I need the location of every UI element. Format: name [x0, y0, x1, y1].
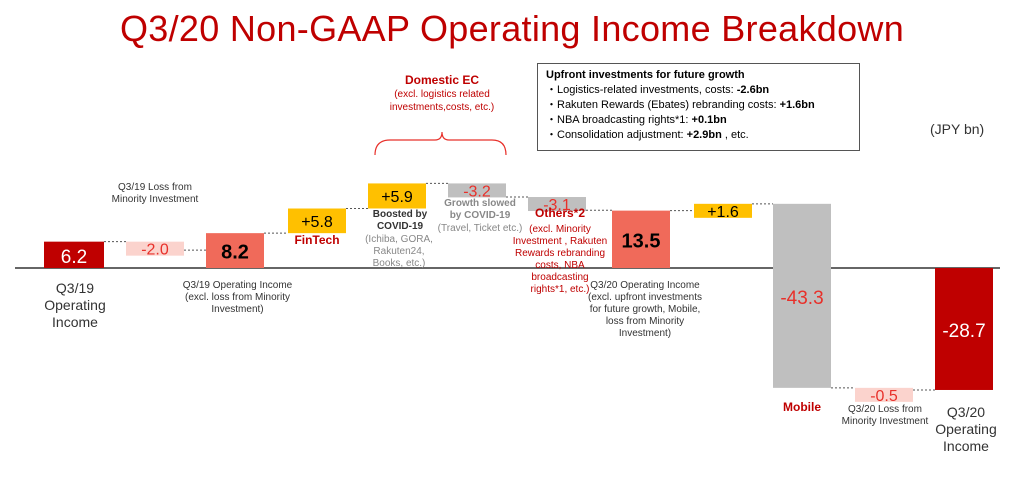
q320-loss-category-label: Q3/20 Loss from Minority Investment — [841, 404, 929, 427]
waterfall-bar — [694, 203, 752, 218]
q319-category-label: Q3/19 Operating Income — [44, 280, 106, 330]
waterfall-bar — [612, 210, 670, 268]
waterfall-bar — [206, 233, 264, 268]
waterfall-bar — [855, 387, 913, 402]
value-label: -43.3 — [780, 288, 823, 309]
q319-loss-category-label: Q3/19 Loss from Minority Investment — [111, 182, 199, 205]
value-label: 6.2 — [61, 247, 87, 268]
value-label: +5.9 — [381, 189, 413, 206]
waterfall-bar — [288, 208, 346, 234]
value-label: -3.2 — [463, 183, 491, 200]
value-label: -2.0 — [141, 242, 169, 259]
callout-line: ・NBA broadcasting rights*1: +0.1bn — [546, 114, 727, 126]
upfront-investments-callout: Upfront investments for future growth ・L… — [537, 63, 860, 151]
domestic-ec-bracket — [374, 131, 507, 156]
value-label: +1.6 — [707, 204, 739, 221]
callout-heading: Upfront investments for future growth — [546, 69, 745, 81]
waterfall-bar — [126, 241, 184, 256]
value-label: +5.8 — [301, 214, 333, 231]
unit-label: (JPY bn) — [930, 121, 985, 137]
domestic-ec-note: (excl. logistics related investments,cos… — [389, 89, 495, 113]
domestic-ec-label: Domestic EC — [404, 73, 480, 87]
q320-category-label: Q3/20 Operating Income — [935, 404, 997, 454]
boosted-category-note: (Ichiba, GORA, Rakuten24, Books, etc.) — [365, 234, 433, 269]
callout-line: ・Rakuten Rewards (Ebates) rebranding cos… — [546, 99, 815, 111]
slowed-category-label: Growth slowed by COVID-19 — [444, 198, 516, 221]
callout-line: ・Logistics-related investments, costs: -… — [546, 84, 770, 96]
value-label: 13.5 — [622, 230, 661, 252]
q320-excl-category-label: Q3/20 Operating Income (excl. upfront in… — [588, 280, 702, 339]
page-title: Q3/20 Non-GAAP Operating Income Breakdow… — [119, 8, 905, 49]
waterfall-bar — [773, 203, 831, 388]
boosted-category-label: Boosted by COVID-19 — [372, 209, 428, 232]
waterfall-bar — [448, 183, 506, 198]
waterfall-bar — [528, 197, 586, 212]
value-label: 8.2 — [221, 242, 249, 264]
fintech-category-label: FinTech — [294, 233, 340, 247]
value-label: -0.5 — [870, 388, 898, 405]
slowed-category-note: (Travel, Ticket etc.) — [437, 223, 523, 234]
waterfall-bar — [935, 268, 993, 390]
value-label: -3.1 — [543, 197, 571, 214]
others-category-label: Others*2 — [534, 206, 586, 220]
callout-line: ・Consolidation adjustment: +2.9bn , etc. — [546, 129, 749, 141]
others-category-note: (excl. Minority Investment , Rakuten Rew… — [512, 224, 608, 295]
waterfall-bar — [368, 183, 426, 209]
value-label: -28.7 — [942, 321, 985, 342]
waterfall-bar — [44, 241, 104, 268]
mobile-category-label: Mobile — [783, 400, 821, 414]
q319-excl-category-label: Q3/19 Operating Income (excl. loss from … — [182, 280, 293, 315]
